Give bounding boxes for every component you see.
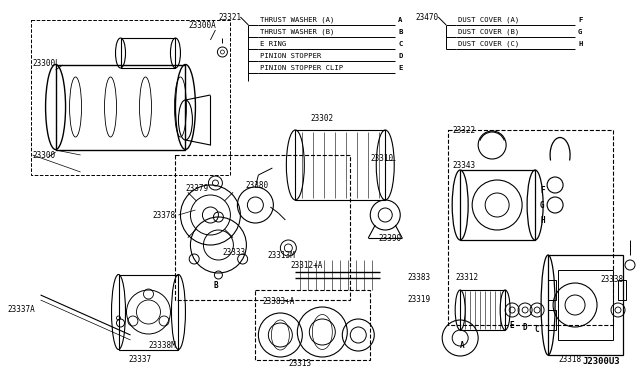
Text: DUST COVER (A): DUST COVER (A) (458, 17, 520, 23)
Bar (120, 38, 175, 68)
Text: 23337A: 23337A (8, 305, 36, 314)
Text: E: E (398, 65, 403, 71)
Text: 23379: 23379 (186, 183, 209, 192)
Text: 23319: 23319 (407, 295, 430, 305)
Bar (618, 280, 626, 300)
Bar (548, 280, 556, 300)
Bar (255, 290, 371, 360)
Text: 23318: 23318 (558, 356, 581, 365)
Text: 23333: 23333 (223, 247, 246, 257)
Text: 23312: 23312 (455, 273, 478, 282)
Text: 23313: 23313 (289, 359, 312, 368)
Text: G: G (578, 29, 582, 35)
Text: D: D (523, 323, 527, 331)
Text: PINION STOPPER: PINION STOPPER (260, 53, 322, 59)
Bar (548, 310, 556, 330)
Text: DUST COVER (C): DUST COVER (C) (458, 41, 520, 47)
Text: F: F (540, 186, 545, 195)
Bar (295, 130, 385, 200)
Text: 23313M: 23313M (268, 250, 295, 260)
Text: 23322: 23322 (452, 125, 476, 135)
Text: 23343: 23343 (452, 160, 476, 170)
Bar (460, 290, 505, 330)
Text: H: H (540, 215, 545, 224)
Text: B: B (398, 29, 403, 35)
Text: 23338M: 23338M (148, 340, 176, 350)
Text: E RING: E RING (260, 41, 287, 47)
Text: DUST COVER (B): DUST COVER (B) (458, 29, 520, 35)
Text: D: D (398, 53, 403, 59)
Text: B: B (213, 280, 218, 289)
Text: THRUST WASHER (B): THRUST WASHER (B) (260, 29, 335, 35)
Text: 23383+A: 23383+A (262, 298, 295, 307)
Text: C: C (398, 41, 403, 47)
Text: A: A (398, 17, 403, 23)
Text: 23321: 23321 (218, 13, 241, 22)
Text: 23300: 23300 (33, 151, 56, 160)
Bar (558, 270, 613, 340)
Text: H: H (578, 41, 582, 47)
Text: 23300L: 23300L (33, 58, 60, 67)
Text: G: G (540, 201, 545, 209)
Bar (118, 275, 179, 350)
Bar (460, 170, 535, 240)
Bar (31, 20, 230, 175)
Text: C: C (535, 324, 540, 334)
Text: J2300U3: J2300U3 (582, 357, 620, 366)
Text: 23302: 23302 (310, 113, 333, 122)
Text: PINION STOPPER CLIP: PINION STOPPER CLIP (260, 65, 344, 71)
Text: 23310: 23310 (371, 154, 394, 163)
Bar (56, 65, 186, 150)
Text: 23470: 23470 (415, 13, 438, 22)
Bar (448, 130, 613, 325)
Text: 23390: 23390 (379, 234, 402, 243)
Bar (175, 155, 350, 300)
Bar (548, 255, 623, 355)
Text: 23338: 23338 (600, 276, 623, 285)
Text: 23337: 23337 (129, 356, 152, 365)
Text: A: A (460, 340, 465, 350)
Text: 23383: 23383 (407, 273, 430, 282)
Text: 23300A: 23300A (188, 20, 216, 29)
Text: F: F (578, 17, 582, 23)
Text: THRUST WASHER (A): THRUST WASHER (A) (260, 17, 335, 23)
Text: E: E (510, 321, 515, 330)
Text: 23312+A: 23312+A (291, 260, 323, 269)
Text: 23380: 23380 (245, 180, 269, 189)
Text: 23378: 23378 (152, 211, 175, 219)
